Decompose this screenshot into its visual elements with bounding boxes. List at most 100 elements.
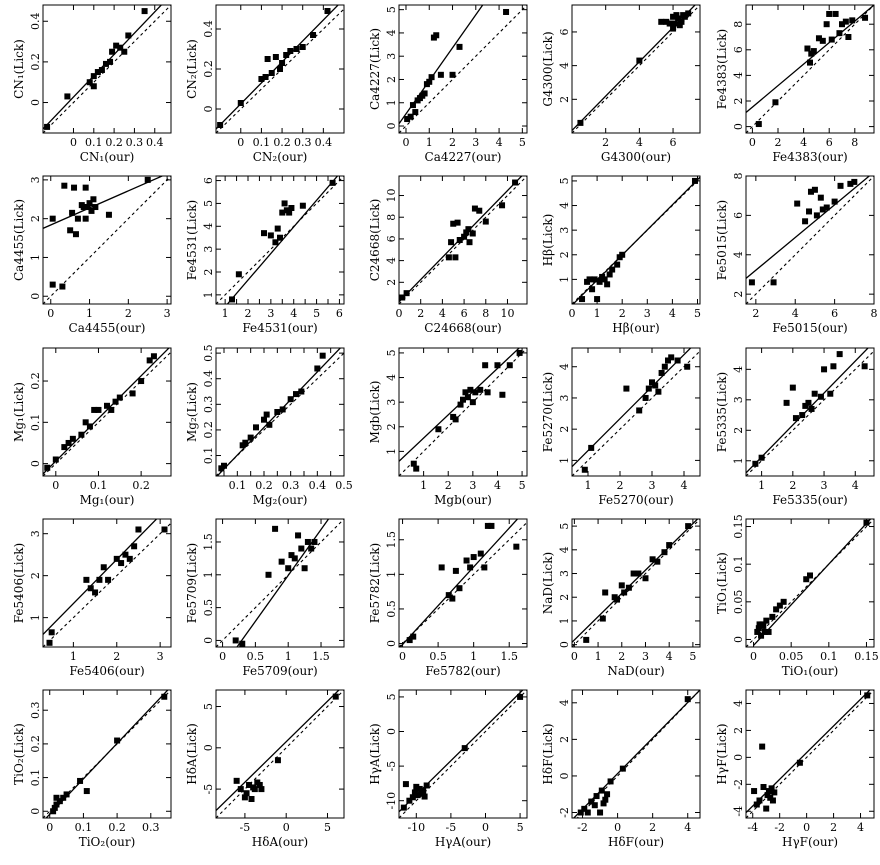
identity-line [216, 519, 344, 647]
x-tick-label: 2 [752, 307, 759, 320]
x-axis-label: Mgb(our) [434, 493, 492, 507]
y-tick-label: 1 [202, 571, 215, 578]
y-tick-label: 3 [385, 53, 398, 60]
panel-frame [745, 4, 875, 134]
panel-frame [42, 347, 172, 477]
data-point [783, 399, 790, 406]
data-point [435, 426, 442, 433]
data-point [823, 204, 830, 211]
x-tick-label: 0.1 [229, 479, 247, 492]
y-tick-label: -2 [732, 779, 745, 790]
data-point [44, 123, 51, 130]
y-tick-label: 5 [385, 6, 398, 13]
data-point [246, 781, 253, 788]
data-point [410, 633, 417, 640]
y-tick-label: 3 [29, 530, 42, 537]
x-axis-label: HγF(our) [782, 835, 838, 849]
y-tick-label: 2 [558, 96, 571, 103]
data-point [806, 208, 813, 215]
y-tick-label: 0 [732, 123, 745, 130]
data-point [50, 808, 57, 815]
data-point [796, 759, 803, 766]
data-point [406, 797, 413, 804]
y-tick-label: 4 [732, 700, 745, 707]
data-point [769, 613, 776, 620]
data-point [279, 209, 286, 216]
x-tick-label: 0 [749, 136, 756, 149]
data-point [409, 794, 416, 801]
identity-line [43, 176, 171, 304]
data-point [756, 797, 763, 804]
data-point [769, 797, 776, 804]
fit-line [216, 690, 340, 812]
fit-line [43, 176, 164, 229]
x-tick-label: 2 [449, 136, 456, 149]
x-tick-label: 0 [46, 821, 53, 834]
y-axis-label: Fe5015(Lick) [715, 200, 729, 280]
data-point [807, 59, 813, 66]
data-point [77, 777, 84, 784]
data-point [263, 411, 270, 418]
y-axis-label: Fe4531(Lick) [185, 200, 199, 280]
data-point [668, 354, 675, 361]
data-point [104, 402, 110, 409]
data-point [469, 399, 476, 406]
x-tick-label: 0.3 [282, 479, 300, 492]
data-point [287, 48, 294, 54]
data-point [488, 522, 495, 529]
x-axis-label: TiO₁(our) [782, 664, 839, 678]
x-tick-label: 3 [642, 650, 649, 663]
panel-13: 1 2 3 4 1 2 3 4 Fe5270(our) Fe5270(Lick) [541, 347, 701, 507]
data-point [470, 554, 477, 561]
data-point [804, 45, 811, 52]
data-point [278, 558, 285, 565]
panel-11: 0.1 0.2 0.3 0.4 0.5 0.1 0.2 0.3 0.4 0.5 Mg₂(our) Mg… [185, 344, 353, 507]
data-point [72, 231, 79, 238]
data-point [604, 791, 611, 798]
panel-15: 1 2 3 1 2 3 Fe5406(our) Fe5406(Lick) [12, 518, 172, 678]
x-tick-label: 1 [420, 479, 427, 492]
identity-line [399, 690, 527, 818]
data-point [792, 415, 799, 422]
data-point [623, 385, 630, 392]
data-point [773, 606, 780, 613]
data-point [407, 113, 414, 120]
x-tick-label: 0 [402, 136, 409, 149]
data-point [242, 439, 249, 446]
data-point [811, 186, 818, 193]
x-axis-label: Fe5782(our) [425, 664, 500, 678]
y-tick-label: 5 [202, 200, 215, 207]
data-point [754, 628, 761, 635]
data-point [293, 46, 300, 52]
x-tick-label: 8 [871, 307, 878, 320]
fit-line [399, 519, 519, 647]
fit-line [572, 690, 700, 818]
y-tick-label: 1 [558, 617, 571, 624]
y-tick-label: 3 [558, 227, 571, 234]
x-tick-label: 5 [519, 136, 526, 149]
x-tick-label: 3 [469, 479, 476, 492]
panel-2: 0 1 2 3 4 5 0 1 2 3 4 5 Ca4227(our) Ca4227(Lick) [368, 4, 528, 164]
y-tick-label: 0.2 [29, 735, 42, 753]
x-tick-label: 10 [500, 307, 514, 320]
x-tick-label: 8 [851, 136, 858, 149]
x-tick-label: 4 [496, 136, 503, 149]
y-axis-label: Fe5709(Lick) [185, 543, 199, 623]
identity-line [399, 348, 527, 476]
y-axis-label: Fe5406(Lick) [12, 543, 26, 623]
data-point [291, 555, 298, 562]
data-point [581, 466, 588, 473]
data-point [760, 784, 767, 791]
data-point [807, 572, 813, 579]
x-tick-label: 5 [689, 650, 696, 663]
data-point [74, 215, 81, 222]
data-point [670, 13, 677, 20]
panel-frame [42, 518, 172, 648]
panel-21: -5 0 5 -5 0 5 HδA(our) HδA(Lick) [185, 689, 345, 849]
x-tick-label: 5 [324, 821, 331, 834]
x-tick-label: -4 [747, 821, 758, 834]
data-point [477, 550, 484, 557]
data-point [304, 538, 311, 545]
data-point [454, 219, 461, 226]
